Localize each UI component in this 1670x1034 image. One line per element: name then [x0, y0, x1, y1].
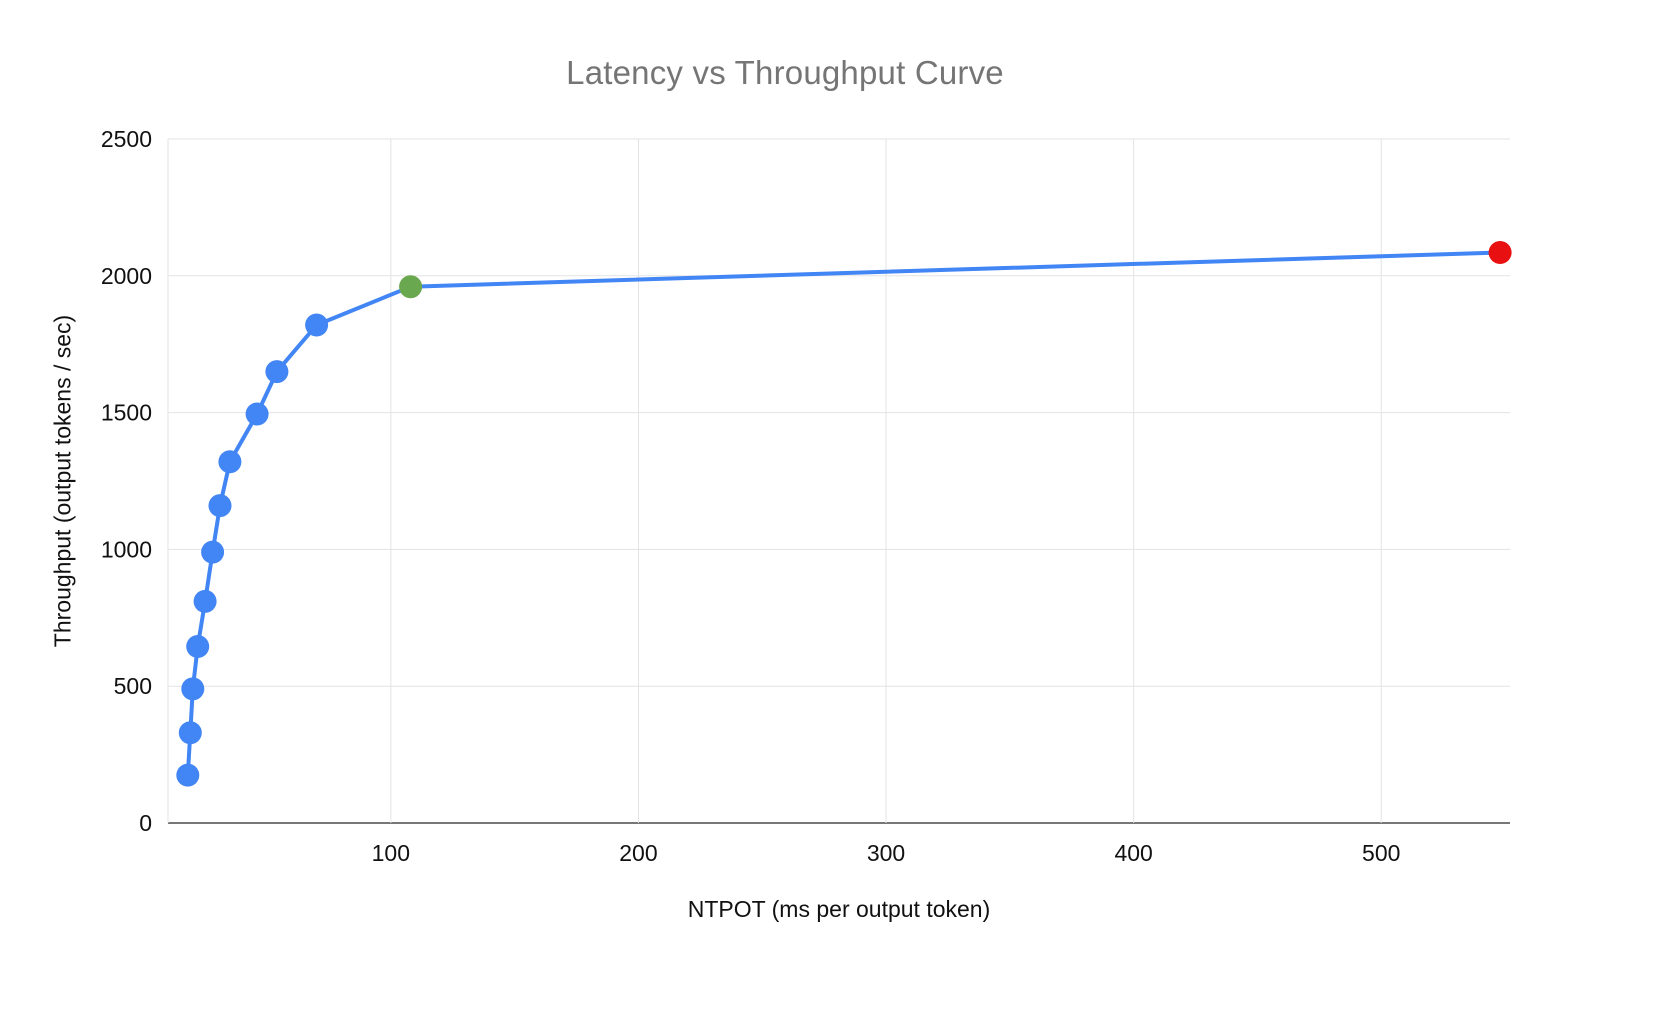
data-point-blue[interactable] [218, 450, 242, 474]
data-point-blue[interactable] [181, 677, 205, 701]
data-point-blue[interactable] [176, 763, 200, 787]
data-point-green[interactable] [399, 275, 423, 299]
data-point-blue[interactable] [245, 402, 269, 426]
data-point-blue[interactable] [178, 721, 202, 745]
data-point-blue[interactable] [265, 360, 289, 384]
data-point-blue[interactable] [201, 540, 225, 564]
y-tick-label: 2000 [101, 263, 152, 289]
x-axis-title: NTPOT (ms per output token) [687, 896, 991, 922]
x-tick-label: 300 [867, 840, 905, 866]
x-tick-label: 500 [1362, 840, 1400, 866]
chart-title: Latency vs Throughput Curve [566, 54, 1004, 91]
data-point-blue[interactable] [193, 589, 217, 613]
data-point-blue[interactable] [186, 635, 210, 658]
x-tick-label: 200 [619, 840, 657, 866]
data-point-blue[interactable] [305, 313, 329, 337]
series-line [185, 250, 1503, 778]
x-tick-label: 100 [372, 840, 410, 866]
y-tick-label: 1000 [101, 536, 152, 562]
x-tick-label: 400 [1114, 840, 1152, 866]
data-point-blue[interactable] [208, 494, 232, 518]
y-tick-label: 0 [139, 810, 152, 836]
y-tick-label: 1500 [101, 400, 152, 426]
y-tick-label: 500 [114, 673, 152, 699]
data-point-red[interactable] [1488, 241, 1512, 264]
y-tick-label: 2500 [101, 126, 152, 152]
